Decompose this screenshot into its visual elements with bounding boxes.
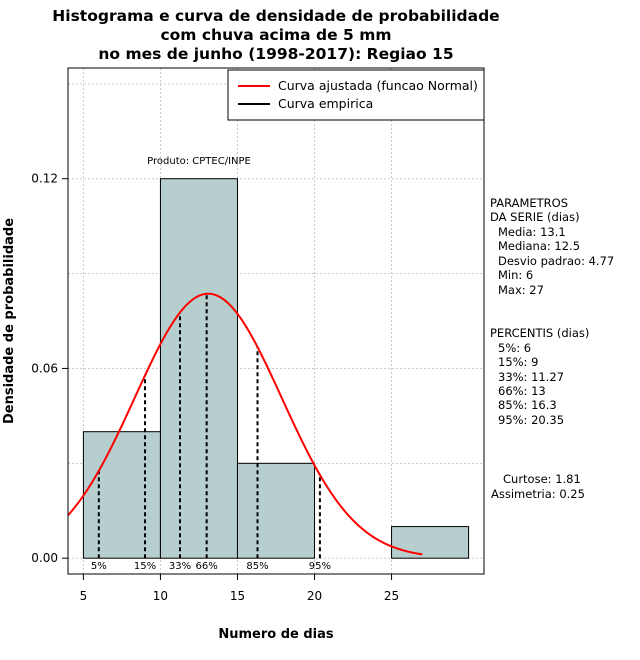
parametros-min: Min: 6	[498, 268, 533, 282]
histogram-bar	[236, 462, 316, 559]
parametros-desvio: Desvio padrao: 4.77	[498, 254, 614, 268]
legend: Curva ajustada (funcao Normal) Curva emp…	[227, 69, 485, 121]
stats-curtose: Curtose: 1.81	[503, 472, 581, 486]
percentis-15: 15%: 9	[498, 355, 538, 369]
x-tick-label: 15	[230, 589, 245, 603]
parametros-heading: PARAMETROS	[490, 196, 568, 210]
x-tick-label: 5	[80, 589, 88, 603]
stats-assimetria: Assimetria: 0.25	[491, 487, 585, 501]
normal-curve	[67, 292, 423, 556]
histogram-bar	[391, 526, 470, 559]
x-tick-label: 10	[153, 589, 168, 603]
histogram-bars	[82, 178, 470, 559]
x-tick-label: 20	[307, 589, 322, 603]
y-tick-label: 0.06	[31, 361, 58, 375]
percentis-66: 66%: 13	[498, 384, 546, 398]
percentis-5: 5%: 6	[498, 341, 531, 355]
side-panel-parametros: PARAMETROS DA SERIE (dias) Media: 13.1 M…	[490, 196, 614, 297]
parametros-max: Max: 27	[498, 283, 544, 297]
chart-title-line-3: no mes de junho (1998-2017): Regiao 15	[98, 45, 453, 63]
y-axis-label: Densidade de probabilidade	[2, 218, 17, 424]
y-axis: 0.00 0.06 0.12	[31, 172, 68, 565]
percentis-85: 85%: 16.3	[498, 398, 557, 412]
percentis-95: 95%: 20.35	[498, 413, 564, 427]
x-axis-label: Numero de dias	[218, 627, 334, 642]
x-axis: 5 10 15 20 25	[80, 574, 399, 603]
percentile-label: 15%	[134, 561, 156, 572]
x-tick-label: 25	[384, 589, 399, 603]
chart-title-line-2: com chuva acima de 5 mm	[160, 26, 391, 44]
legend-label-normal: Curva ajustada (funcao Normal)	[278, 78, 478, 93]
product-annotation: Produto: CPTEC/INPE	[147, 156, 251, 167]
y-tick-label: 0.12	[31, 172, 58, 186]
percentile-label: 95%	[309, 561, 331, 572]
percentile-label: 5%	[91, 561, 107, 572]
legend-box	[227, 69, 485, 121]
percentile-label: 66%	[196, 561, 218, 572]
y-tick-label: 0.00	[31, 551, 58, 565]
percentis-33: 33%: 11.27	[498, 370, 564, 384]
side-panel-percentis: PERCENTIS (dias) 5%: 6 15%: 9 33%: 11.27…	[490, 326, 589, 427]
chart-title-line-1: Histograma e curva de densidade de proba…	[52, 7, 499, 25]
percentile-labels: 5% 15% 33% 66% 85% 95%	[91, 561, 331, 572]
percentile-lines	[97, 293, 321, 559]
percentis-heading: PERCENTIS (dias)	[490, 326, 589, 340]
histogram-bar	[82, 431, 161, 559]
legend-label-empirical: Curva empirica	[278, 96, 373, 111]
parametros-mediana: Mediana: 12.5	[498, 239, 580, 253]
percentile-label: 33%	[169, 561, 191, 572]
side-panel-stats: Curtose: 1.81 Assimetria: 0.25	[491, 472, 585, 501]
histogram-bar	[159, 178, 238, 559]
plot-border	[67, 67, 485, 575]
normal-curve-layer	[67, 292, 423, 556]
parametros-subheading: DA SERIE (dias)	[490, 210, 580, 224]
percentile-label: 85%	[246, 561, 268, 572]
parametros-media: Media: 13.1	[498, 225, 566, 239]
